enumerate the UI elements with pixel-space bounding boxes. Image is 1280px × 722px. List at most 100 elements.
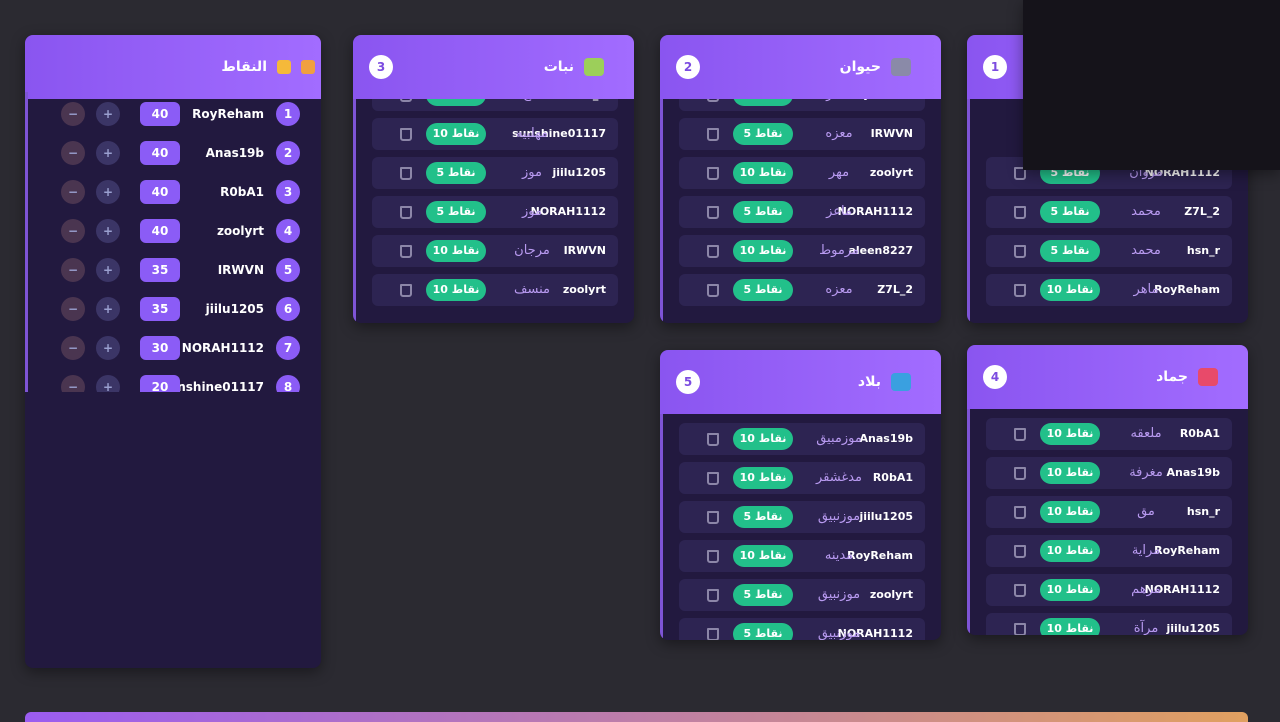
- minus-button[interactable]: −: [61, 102, 85, 126]
- player-name: zoolyrt: [869, 166, 913, 179]
- answer-row: sunshine01117 مهلبيه 10 نقاط: [372, 118, 618, 150]
- points-badge[interactable]: 10 نقاط: [733, 467, 793, 489]
- points-badge[interactable]: 10 نقاط: [426, 123, 486, 145]
- minus-button[interactable]: −: [61, 375, 85, 392]
- points-badge[interactable]: 5 نقاط: [733, 584, 793, 606]
- delete-button[interactable]: [1014, 467, 1026, 480]
- category-panel: نبات3Z7L_2فتح10 نقاطsunshine01117مهلبيه1…: [353, 35, 634, 323]
- points-badge[interactable]: 5 نقاط: [426, 201, 486, 223]
- delete-button[interactable]: [707, 511, 719, 524]
- player-name: hsn_r: [1186, 505, 1220, 518]
- plus-button[interactable]: +: [96, 102, 120, 126]
- delete-button[interactable]: [400, 128, 412, 141]
- minus-button[interactable]: −: [61, 258, 85, 282]
- delete-button[interactable]: [400, 245, 412, 258]
- player-name: sunshine01117: [161, 380, 264, 392]
- minus-button[interactable]: −: [61, 180, 85, 204]
- delete-button[interactable]: [707, 589, 719, 602]
- points-badge[interactable]: 10 نقاط: [733, 545, 793, 567]
- minus-button[interactable]: −: [61, 336, 85, 360]
- delete-button[interactable]: [400, 206, 412, 219]
- player-name: IRWVN: [563, 244, 606, 257]
- points-badge[interactable]: 10 نقاط: [733, 240, 793, 262]
- category-number: 5: [676, 370, 700, 394]
- points-badge[interactable]: 10 نقاط: [1040, 423, 1100, 445]
- points-badge[interactable]: 10 نقاط: [1040, 540, 1100, 562]
- category-icon: [1198, 368, 1218, 386]
- delete-button[interactable]: [707, 284, 719, 297]
- score-row: 7 NORAH1112 30 + −: [46, 333, 300, 363]
- answer-list: Z7L_2فتح10 نقاطsunshine01117مهلبيه10 نقا…: [353, 99, 634, 323]
- delete-button[interactable]: [707, 433, 719, 446]
- answer-text: مهر: [828, 165, 850, 180]
- points-badge[interactable]: 10 نقاط: [1040, 462, 1100, 484]
- delete-button[interactable]: [1014, 167, 1026, 180]
- delete-button[interactable]: [400, 167, 412, 180]
- delete-button[interactable]: [707, 167, 719, 180]
- points-badge[interactable]: 10 نقاط: [733, 428, 793, 450]
- points-badge[interactable]: 5 نقاط: [733, 123, 793, 145]
- points-badge[interactable]: 10 نقاط: [426, 240, 486, 262]
- answer-row: Anas19b مغرفة 10 نقاط: [986, 457, 1232, 489]
- answer-text: موز: [522, 204, 542, 219]
- delete-button[interactable]: [707, 206, 719, 219]
- points-badge[interactable]: 10 نقاط: [426, 99, 486, 106]
- delete-button[interactable]: [1014, 545, 1026, 558]
- points-badge[interactable]: 10 نقاط: [1040, 579, 1100, 601]
- minus-button[interactable]: −: [61, 141, 85, 165]
- player-name: Z7L_2: [1184, 205, 1220, 218]
- category-icon: [891, 58, 911, 76]
- answer-text: مدينه: [824, 548, 854, 563]
- player-name: jiilu1205: [1166, 622, 1220, 635]
- points-badge[interactable]: 5 نقاط: [733, 623, 793, 640]
- delete-button[interactable]: [400, 99, 412, 102]
- answer-text: مرجان: [514, 243, 550, 258]
- plus-button[interactable]: +: [96, 336, 120, 360]
- points-badge[interactable]: 5 نقاط: [1040, 240, 1100, 262]
- delete-button[interactable]: [1014, 245, 1026, 258]
- points-badge[interactable]: 5 نقاط: [733, 279, 793, 301]
- plus-button[interactable]: +: [96, 375, 120, 392]
- points-badge[interactable]: 10 نقاط: [1040, 618, 1100, 635]
- score-row: 5 IRWVN 35 + −: [46, 255, 300, 285]
- delete-button[interactable]: [1014, 284, 1026, 297]
- answer-text: فتح: [487, 99, 577, 111]
- score-badge: 40: [140, 102, 180, 126]
- plus-button[interactable]: +: [96, 219, 120, 243]
- points-badge[interactable]: 5 نقاط: [733, 201, 793, 223]
- delete-button[interactable]: [1014, 506, 1026, 519]
- points-badge[interactable]: 10 نقاط: [426, 279, 486, 301]
- delete-button[interactable]: [707, 128, 719, 141]
- plus-button[interactable]: +: [96, 141, 120, 165]
- points-badge[interactable]: 5 نقاط: [733, 99, 793, 106]
- answer-row: R0bA1 مدغشقر 10 نقاط: [679, 462, 925, 494]
- delete-button[interactable]: [707, 99, 719, 102]
- minus-button[interactable]: −: [61, 297, 85, 321]
- delete-button[interactable]: [1014, 206, 1026, 219]
- plus-button[interactable]: +: [96, 297, 120, 321]
- category-panel: بلاد 5 Anas19b موزمبيق 10 نقاط R0bA1 مدغشقر 10 …: [660, 350, 941, 640]
- answer-row: hsn_r مق 10 نقاط: [986, 496, 1232, 528]
- points-badge[interactable]: 5 نقاط: [1040, 201, 1100, 223]
- delete-button[interactable]: [707, 245, 719, 258]
- delete-button[interactable]: [707, 472, 719, 485]
- delete-button[interactable]: [1014, 623, 1026, 635]
- delete-button[interactable]: [707, 550, 719, 563]
- delete-button[interactable]: [400, 284, 412, 297]
- points-badge[interactable]: 5 نقاط: [733, 506, 793, 528]
- category-icon: [584, 58, 604, 76]
- points-badge[interactable]: 10 نقاط: [1040, 501, 1100, 523]
- points-badge[interactable]: 10 نقاط: [733, 162, 793, 184]
- plus-button[interactable]: +: [96, 180, 120, 204]
- delete-button[interactable]: [707, 628, 719, 640]
- points-badge[interactable]: 10 نقاط: [1040, 279, 1100, 301]
- score-row: 1 RoyReham 40 + −: [46, 99, 300, 129]
- delete-button[interactable]: [1014, 584, 1026, 597]
- points-badge[interactable]: 5 نقاط: [426, 162, 486, 184]
- minus-button[interactable]: −: [61, 219, 85, 243]
- plus-button[interactable]: +: [96, 258, 120, 282]
- player-name: zoolyrt: [869, 588, 913, 601]
- player-name: zoolyrt: [562, 283, 606, 296]
- delete-button[interactable]: [1014, 428, 1026, 441]
- player-name: jiilu1205: [552, 166, 606, 179]
